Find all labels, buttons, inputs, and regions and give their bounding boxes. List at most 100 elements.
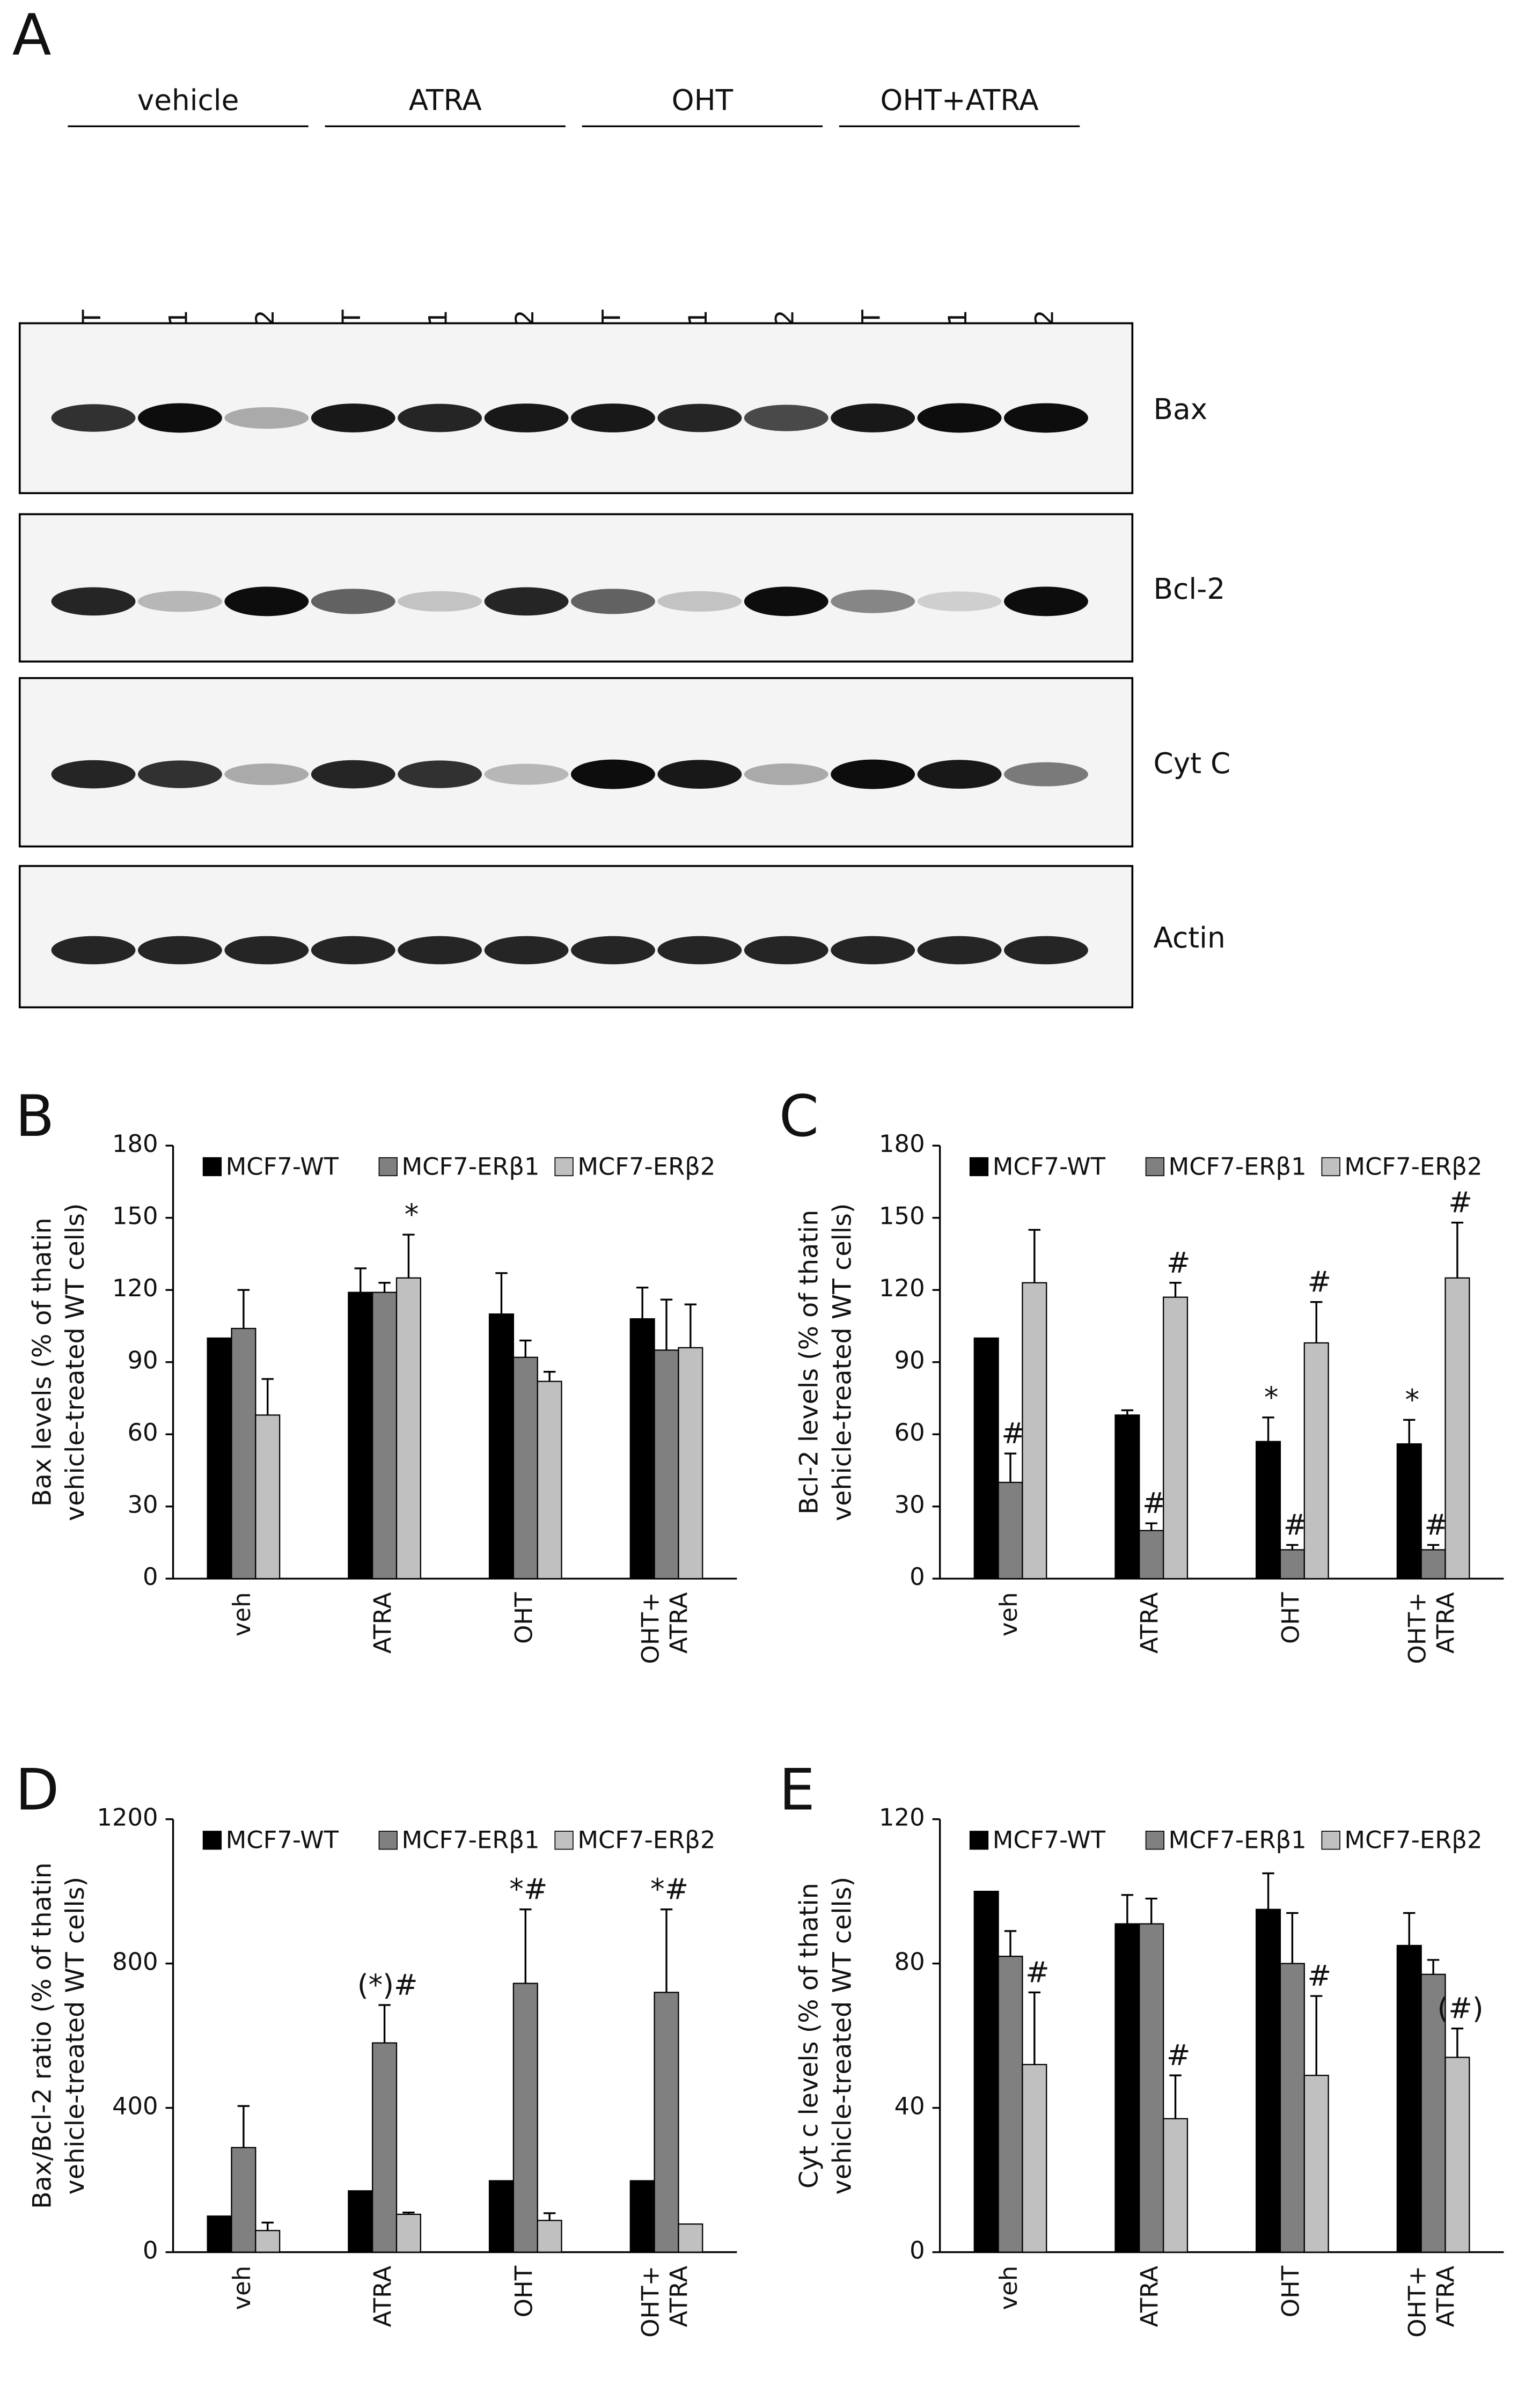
bar [1444,1277,1470,1580]
x-tick-label: ATRA [369,1592,397,1654]
blot-band [51,936,136,965]
blot-band [831,759,915,789]
blot-band [831,403,915,432]
y-axis-label: Bcl-2 levels (% of thatin [795,1210,824,1515]
x-tick-label: ATRA [665,1592,693,1654]
blot-band [570,759,655,789]
legend-label: MCF7-WT [226,1152,339,1180]
error-bar [1403,1419,1416,1444]
blot-band [137,936,222,965]
x-tick-label: ATRA [665,2266,693,2328]
y-tick-label: 180 [879,1129,925,1158]
bar [231,2147,256,2253]
bar [654,1349,679,1580]
significance-label: (*)# [357,1969,418,2002]
y-tick-label: 0 [143,2236,158,2265]
bar [1303,2074,1329,2253]
blot-band [657,591,742,612]
error-bar [1451,2027,1464,2058]
bar [1279,1963,1305,2253]
significance-label: # [1284,1508,1308,1541]
bar [973,1890,999,2253]
significance-label: (#) [1437,1992,1483,2025]
error-bar [1310,1301,1323,1343]
blot-band [1004,403,1088,433]
y-tick-label: 80 [894,1948,925,1976]
y-axis-label: Bax levels (% of thatin [28,1217,57,1507]
legend-swatch [202,1831,222,1850]
significance-label: # [1448,1186,1472,1220]
x-tick-label: veh [994,1592,1023,1636]
blot-band [744,936,828,965]
y-tick-label: 120 [879,1274,925,1302]
error-bar [354,1267,366,1293]
y-tick-label: 150 [112,1202,158,1230]
error-bar [495,1272,508,1315]
legend-label: MCF7-WT [993,1152,1106,1180]
bar [678,1347,703,1580]
y-axis-label: Bax/Bcl-2 ratio (% of thatin [28,1862,57,2209]
group-label: vehicle [137,84,239,117]
blot-label: Actin [1154,921,1226,955]
legend-swatch [1321,1831,1340,1850]
y-tick-label: 1200 [97,1803,158,1832]
legend-swatch [378,1831,398,1850]
bar [395,2213,421,2253]
blot-membrane [18,513,1134,663]
y-tick-label: 90 [127,1346,158,1375]
blot-band [224,763,309,785]
blot-band [484,403,569,432]
blot-band [137,403,222,433]
y-tick-label: 60 [127,1418,158,1447]
blot-band [744,586,828,616]
error-bar [1004,1930,1017,1957]
legend-swatch [969,1831,989,1850]
bar [629,1318,655,1580]
blot-band [917,760,1002,789]
error-bar [237,2105,250,2148]
bar [372,1291,398,1580]
legend-swatch [202,1157,222,1177]
error-bar [378,1282,391,1293]
bar [1444,2057,1470,2253]
bar [537,1381,562,1580]
y-axis-label: vehicle-treated WT cells) [61,1877,90,2195]
blot-band [657,403,742,432]
bar [1396,1944,1422,2253]
legend-swatch [1321,1157,1340,1177]
error-bar [1169,1282,1182,1297]
legend-label: MCF7-WT [993,1826,1106,1854]
legend-label: MCF7-ERβ2 [577,1826,715,1854]
blot-band [917,936,1002,965]
error-bar [660,1298,673,1350]
y-tick-label: 40 [894,2092,925,2120]
error-bar [378,2004,391,2043]
y-tick-label: 0 [143,1562,158,1591]
blot-band [831,936,915,965]
blot-band [917,403,1002,433]
error-bar [1169,2074,1182,2119]
blot-band [484,936,569,965]
blot-label: Bax [1154,393,1208,426]
blot-band [224,407,309,429]
legend-label: MCF7-WT [226,1826,339,1854]
bar [231,1327,256,1580]
y-tick-label: 400 [112,2092,158,2120]
error-bar [1427,1544,1440,1550]
group-label: OHT [672,84,734,117]
significance-label: * [405,1198,419,1231]
y-axis-label: vehicle-treated WT cells) [61,1203,90,1521]
error-bar [636,1287,649,1319]
error-bar [1004,1452,1017,1482]
bar [255,1414,281,1580]
bar [1162,2118,1189,2253]
error-bar [1121,1409,1134,1415]
error-bar [1145,1522,1157,1531]
bar [973,1337,999,1580]
blot-band [744,763,828,785]
blot-label: Bcl-2 [1154,572,1226,606]
error-bar [660,1908,673,1993]
x-tick-label: ATRA [1432,2266,1460,2328]
